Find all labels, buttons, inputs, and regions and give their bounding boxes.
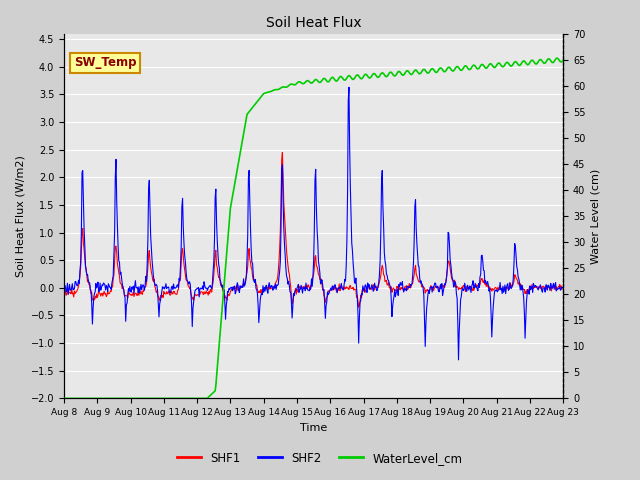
Text: SW_Temp: SW_Temp (74, 57, 136, 70)
Legend: SHF1, SHF2, WaterLevel_cm: SHF1, SHF2, WaterLevel_cm (173, 447, 467, 469)
X-axis label: Time: Time (300, 423, 327, 432)
Y-axis label: Water Level (cm): Water Level (cm) (591, 168, 601, 264)
Title: Soil Heat Flux: Soil Heat Flux (266, 16, 362, 30)
Y-axis label: Soil Heat Flux (W/m2): Soil Heat Flux (W/m2) (15, 155, 25, 277)
